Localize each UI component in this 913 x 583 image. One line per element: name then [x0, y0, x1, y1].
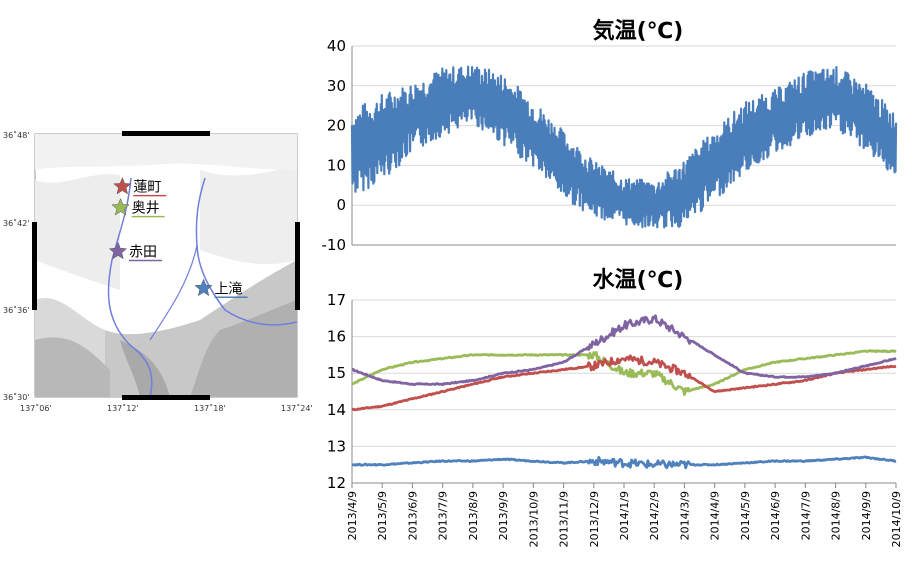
- x-tick-label: 2013/7/9: [437, 491, 450, 540]
- air-temp-chart: 40 30 20 10 0 -10: [322, 37, 897, 254]
- x-tick-label: 2014/1/9: [618, 491, 631, 540]
- x-tick-label: 2013/8/9: [467, 491, 480, 540]
- x-tick-label: 2013/4/9: [346, 491, 359, 540]
- x-tick-label: 2013/11/9: [558, 491, 571, 547]
- water-y-tick: 14: [327, 401, 346, 419]
- water-y-tick: 15: [327, 364, 346, 382]
- x-tick-label: 2014/7/9: [799, 491, 812, 540]
- x-tick-label: 2014/3/9: [678, 491, 691, 540]
- air-temp-title: 気温(℃): [593, 18, 684, 44]
- water-temp-series-line: [352, 457, 896, 468]
- water-y-tick: 17: [327, 291, 346, 309]
- x-tick-label: 2014/5/9: [739, 491, 752, 540]
- x-tick-label: 2014/10/9: [890, 491, 903, 547]
- air-y-tick: 10: [327, 156, 346, 174]
- water-temp-series-line: [352, 351, 896, 395]
- x-tick-label: 2013/12/9: [588, 491, 601, 547]
- air-y-tick: 30: [327, 77, 346, 95]
- x-tick-label: 2014/2/9: [648, 491, 661, 540]
- air-y-tick: 40: [327, 37, 346, 55]
- water-y-tick: 12: [327, 474, 346, 492]
- x-tick-label: 2014/4/9: [709, 491, 722, 540]
- x-tick-label: 2013/6/9: [406, 491, 419, 540]
- x-tick-label: 2014/6/9: [769, 491, 782, 540]
- x-tick-label: 2014/8/9: [830, 491, 843, 540]
- air-y-tick: -10: [322, 236, 347, 254]
- x-tick-label: 2013/5/9: [376, 491, 389, 540]
- water-y-tick: 13: [327, 437, 346, 455]
- air-y-tick: 20: [327, 117, 346, 135]
- water-y-tick: 16: [327, 328, 346, 346]
- x-tick-label: 2013/10/9: [527, 491, 540, 547]
- air-y-tick: 0: [336, 196, 346, 214]
- water-temp-title: 水温(℃): [593, 268, 684, 293]
- x-tick-label: 2013/9/9: [497, 491, 510, 540]
- x-tick-label: 2014/9/9: [860, 491, 873, 540]
- air-temp-series-line: [352, 67, 896, 228]
